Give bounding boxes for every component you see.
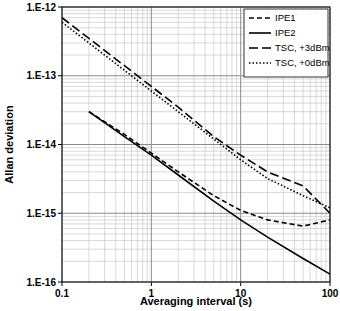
legend-label: TSC, +3dBm xyxy=(275,42,330,53)
tick xyxy=(58,144,62,145)
series-line xyxy=(62,22,330,208)
x-axis-label: Averaging interval (s) xyxy=(140,295,252,307)
minor-grid-line xyxy=(62,165,330,166)
series-line xyxy=(62,18,330,214)
legend-label: TSC, +0dBm xyxy=(275,57,330,68)
tick xyxy=(58,213,62,214)
minor-grid-line xyxy=(62,91,330,92)
frame xyxy=(62,7,330,282)
tick xyxy=(62,282,63,286)
minor-grid-line xyxy=(62,216,330,217)
minor-grid-line xyxy=(62,123,330,124)
grid-line xyxy=(62,144,330,145)
legend-swatch xyxy=(249,47,271,49)
minor-grid-line xyxy=(62,171,330,172)
minor-grid-line xyxy=(62,96,330,97)
legend-swatch xyxy=(249,62,271,64)
tick xyxy=(58,282,62,283)
minor-grid-line xyxy=(62,147,330,148)
legend: IPE1 IPE2 TSC, +3dBm TSC, +0dBm xyxy=(244,9,330,77)
minor-grid-line xyxy=(62,219,330,220)
legend-label: IPE2 xyxy=(275,27,296,38)
minor-grid-line xyxy=(62,151,330,152)
minor-grid-line xyxy=(62,261,330,262)
minor-grid-line xyxy=(62,155,330,156)
grid-line xyxy=(62,213,330,214)
legend-label: IPE1 xyxy=(275,12,296,23)
tick-label: 1.E-16 xyxy=(27,277,57,288)
minor-grid-line xyxy=(62,82,330,83)
tick xyxy=(151,282,152,286)
minor-grid-line xyxy=(62,159,330,160)
minor-grid-line xyxy=(62,78,330,79)
axes: 0.11101001.E-161.E-151.E-141.E-131.E-12 xyxy=(27,2,339,300)
tick-label: 1.E-13 xyxy=(27,70,57,81)
minor-grid-line xyxy=(62,192,330,193)
minor-grid-line xyxy=(62,228,330,229)
data xyxy=(62,18,330,275)
legend-swatch xyxy=(249,17,271,19)
minor-grid-line xyxy=(62,103,330,104)
tick xyxy=(330,282,331,286)
tick-label: 100 xyxy=(322,288,339,299)
minor-grid-line xyxy=(62,86,330,87)
tick-label: 0.1 xyxy=(55,288,69,299)
tick xyxy=(58,75,62,76)
minor-grid xyxy=(62,7,330,282)
tick-label: 1.E-14 xyxy=(27,139,57,150)
legend-swatch xyxy=(249,32,271,34)
series-line xyxy=(89,112,330,226)
y-axis-label: Allan deviation xyxy=(3,105,15,184)
chart: 0.11101001.E-161.E-151.E-141.E-131.E-12A… xyxy=(0,0,340,311)
plot-area xyxy=(62,7,330,282)
minor-grid-line xyxy=(62,233,330,234)
tick-label: 1.E-15 xyxy=(27,208,57,219)
tick-label: 1.E-12 xyxy=(27,2,57,13)
minor-grid-line xyxy=(62,111,330,112)
tick xyxy=(58,7,62,8)
minor-grid-line xyxy=(62,240,330,241)
tick xyxy=(240,282,241,286)
